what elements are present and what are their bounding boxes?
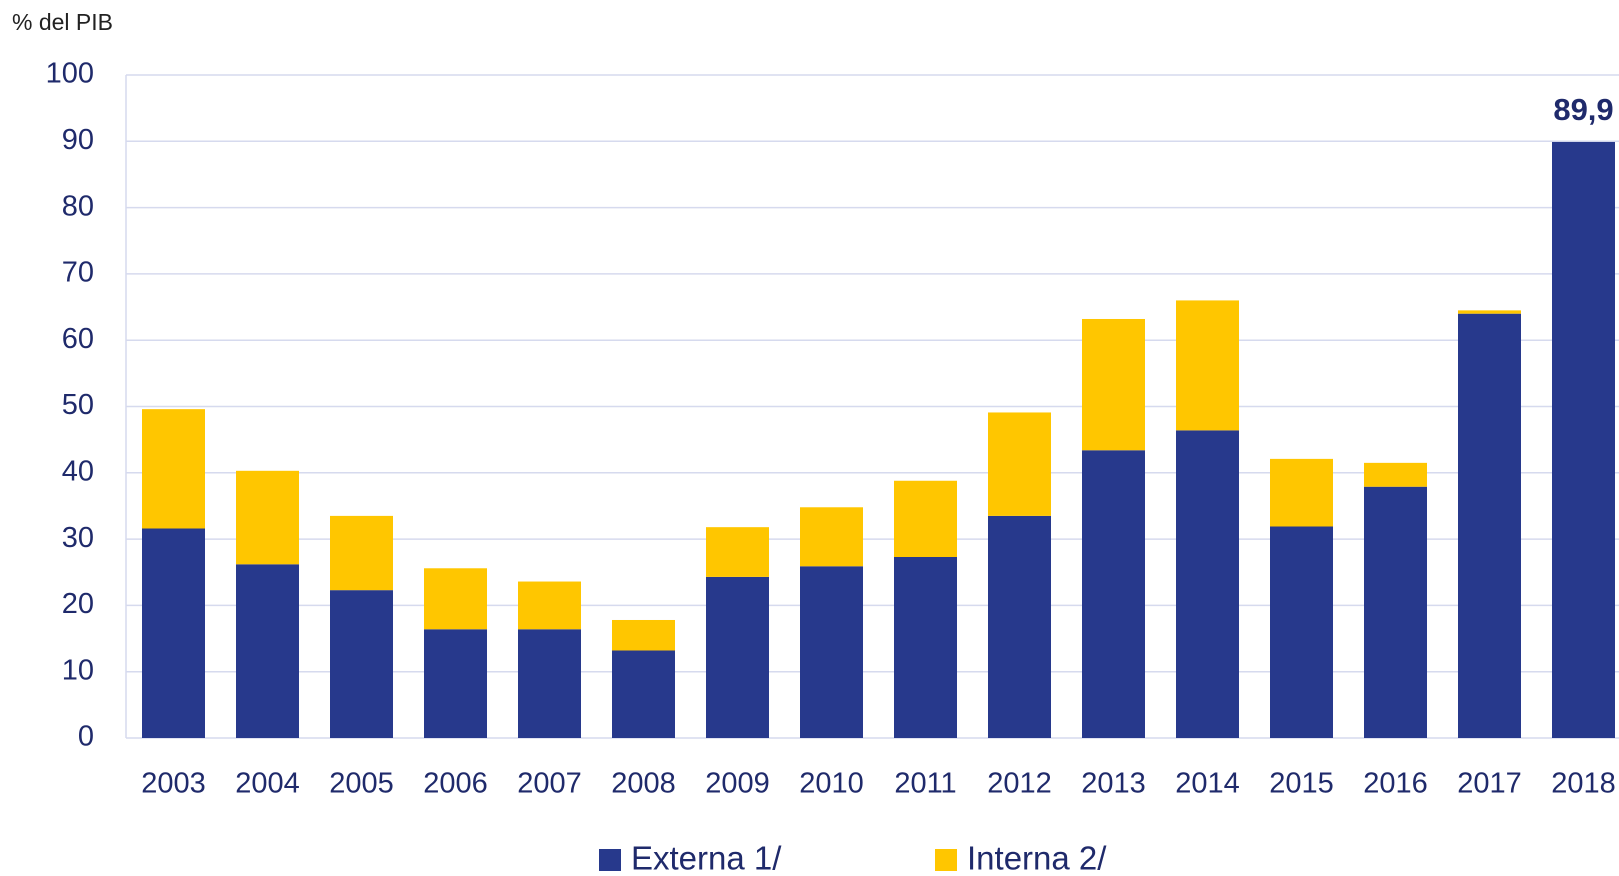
bar-segment <box>1082 450 1145 738</box>
y-tick-label: 0 <box>78 721 94 753</box>
x-tick-label: 2016 <box>1363 768 1428 800</box>
bar-segment <box>800 507 863 567</box>
x-tick-label: 2003 <box>141 768 206 800</box>
legend-swatch <box>935 849 957 871</box>
x-tick-label: 2015 <box>1269 768 1334 800</box>
bar-segment <box>988 515 1051 738</box>
bar-segment <box>236 564 299 738</box>
x-tick-label: 2018 <box>1551 768 1616 800</box>
x-tick-label: 2008 <box>611 768 676 800</box>
x-tick-label: 2013 <box>1081 768 1146 800</box>
bar-segment <box>424 568 487 630</box>
y-tick-label: 30 <box>62 522 94 554</box>
bar-segment <box>1082 318 1145 451</box>
data-label: 89,9 <box>1553 92 1613 127</box>
y-tick-label: 40 <box>62 455 94 487</box>
bar-segment <box>1364 486 1427 738</box>
x-tick-label: 2010 <box>799 768 864 800</box>
bar-segment <box>1270 526 1333 738</box>
y-tick-label: 70 <box>62 257 94 289</box>
legend-swatch <box>599 849 621 871</box>
bar-segment <box>424 629 487 738</box>
bar-segment <box>706 576 769 738</box>
legend-label: Externa 1/ <box>631 840 782 876</box>
x-tick-label: 2011 <box>894 768 956 800</box>
x-tick-label: 2005 <box>329 768 394 800</box>
bar-segment <box>330 515 393 591</box>
y-axis-title: % del PIB <box>12 9 113 35</box>
x-tick-label: 2006 <box>423 768 488 800</box>
bar-segment <box>518 629 581 738</box>
bar-segment <box>1364 462 1427 487</box>
y-tick-label: 100 <box>46 58 94 90</box>
bar-segment <box>612 650 675 738</box>
y-tick-label: 20 <box>62 588 94 620</box>
bar-segment <box>330 590 393 738</box>
y-tick-label: 10 <box>62 654 94 686</box>
x-tick-label: 2014 <box>1175 768 1240 800</box>
bar-segment <box>1458 310 1521 314</box>
y-tick-label: 50 <box>62 389 94 421</box>
bar-segment <box>894 480 957 558</box>
y-tick-label: 60 <box>62 323 94 355</box>
legend-label: Interna 2/ <box>967 840 1107 876</box>
bar-segment <box>1552 141 1615 738</box>
y-tick-label: 90 <box>62 124 94 156</box>
bar-segment <box>1176 430 1239 738</box>
x-tick-label: 2012 <box>987 768 1052 800</box>
bar-segment <box>612 619 675 651</box>
bar-segment <box>1458 313 1521 738</box>
x-tick-label: 2004 <box>235 768 300 800</box>
bar-segment <box>800 566 863 738</box>
bar-segment <box>518 581 581 630</box>
x-tick-label: 2007 <box>517 768 582 800</box>
bar-segment <box>142 409 205 529</box>
y-tick-label: 80 <box>62 190 94 222</box>
x-tick-label: 2009 <box>705 768 770 800</box>
bar-segment <box>1270 458 1333 527</box>
bar-segment <box>1176 300 1239 431</box>
x-tick-label: 2017 <box>1457 768 1522 800</box>
bar-segment <box>988 412 1051 516</box>
bar-segment <box>706 527 769 577</box>
bar-segment <box>236 470 299 565</box>
bar-segment <box>894 557 957 738</box>
bar-segment <box>142 528 205 738</box>
